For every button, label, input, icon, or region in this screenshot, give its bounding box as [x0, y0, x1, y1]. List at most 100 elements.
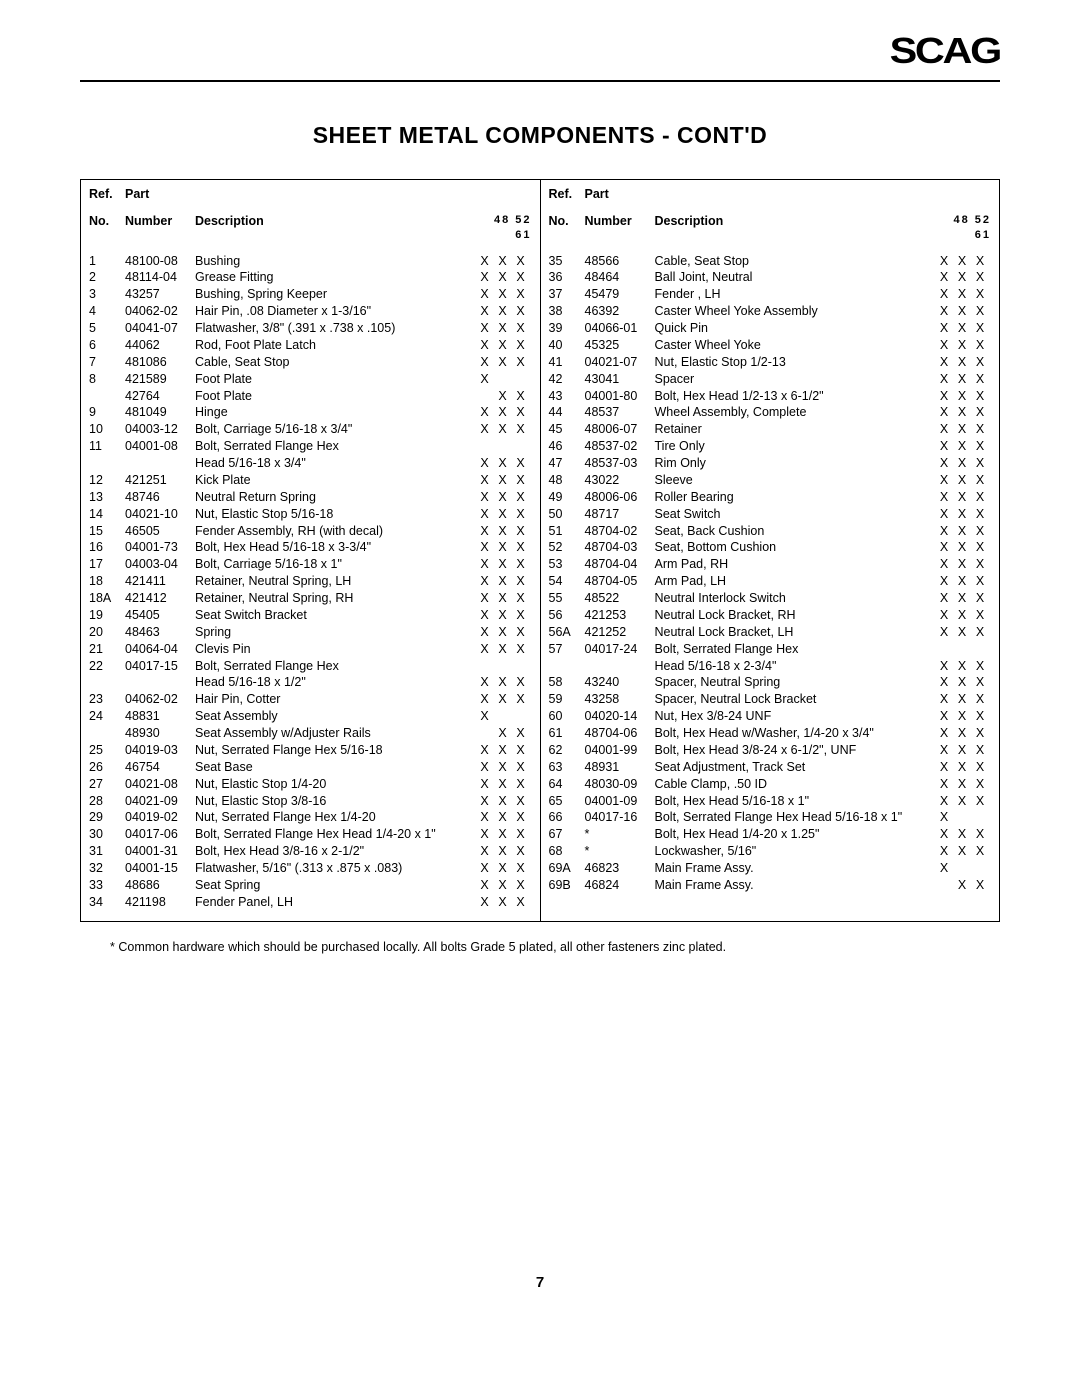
flags	[476, 438, 532, 455]
table-row: 5943258Spacer, Neutral Lock BracketXXX	[549, 691, 992, 708]
flags: XXX	[935, 286, 991, 303]
brand-logo: SCAG	[890, 30, 1000, 72]
table-row: 343257Bushing, Spring KeeperXXX	[89, 286, 532, 303]
flags: XXX	[935, 269, 991, 286]
part-number: 48704-03	[585, 539, 655, 556]
ref-no: 56A	[549, 624, 585, 641]
part-number: 04021-09	[125, 793, 195, 810]
ref-no: 5	[89, 320, 125, 337]
ref-no: 35	[549, 253, 585, 270]
ref-no: 67	[549, 826, 585, 843]
part-number: 48522	[585, 590, 655, 607]
ref-no: 65	[549, 793, 585, 810]
table-row: 6448030-09Cable Clamp, .50 IDXXX	[549, 776, 992, 793]
part-number: 48114-04	[125, 269, 195, 286]
part-number: 45325	[585, 337, 655, 354]
part-number: 04003-12	[125, 421, 195, 438]
description: Neutral Interlock Switch	[655, 590, 936, 607]
ref-no: 18A	[89, 590, 125, 607]
description: Retainer, Neutral Spring, LH	[195, 573, 476, 590]
table-row: 2704021-08Nut, Elastic Stop 1/4-20XXX	[89, 776, 532, 793]
table-row: 6348931Seat Adjustment, Track SetXXX	[549, 759, 992, 776]
part-number: 421251	[125, 472, 195, 489]
ref-no: 55	[549, 590, 585, 607]
table-row: 1104001-08Bolt, Serrated Flange Hex	[89, 438, 532, 455]
flags: XXX	[476, 843, 532, 860]
flags: XXX	[935, 556, 991, 573]
description: Head 5/16-18 x 2-3/4"	[655, 658, 936, 675]
description: Bolt, Serrated Flange Hex Head 1/4-20 x …	[195, 826, 476, 843]
flags: XXX	[476, 303, 532, 320]
table-row: 4448537Wheel Assembly, CompleteXXX	[549, 404, 992, 421]
description: Kick Plate	[195, 472, 476, 489]
part-number: 48537-03	[585, 455, 655, 472]
part-number: 48537-02	[585, 438, 655, 455]
description: Bolt, Hex Head 1/2-13 x 6-1/2"	[655, 388, 936, 405]
ref-no: 69B	[549, 877, 585, 894]
flags: XXX	[476, 472, 532, 489]
flags: XXX	[476, 742, 532, 759]
table-row: 148100-08BushingXXX	[89, 253, 532, 270]
table-row: 2304062-02Hair Pin, CotterXXX	[89, 691, 532, 708]
flags: X	[476, 371, 532, 388]
table-row: 5348704-04Arm Pad, RHXXX	[549, 556, 992, 573]
table-row: 1404021-10Nut, Elastic Stop 5/16-18XXX	[89, 506, 532, 523]
hdr-ref: Ref.	[549, 186, 585, 203]
part-number: 04001-15	[125, 860, 195, 877]
ref-no: 56	[549, 607, 585, 624]
description: Neutral Lock Bracket, LH	[655, 624, 936, 641]
table-row: 3204001-15Flatwasher, 5/16" (.313 x .875…	[89, 860, 532, 877]
part-number: 04041-07	[125, 320, 195, 337]
flags: XXX	[935, 539, 991, 556]
flags: XXX	[935, 674, 991, 691]
description: Arm Pad, RH	[655, 556, 936, 573]
ref-no	[89, 455, 125, 472]
description: Bolt, Hex Head 3/8-16 x 2-1/2"	[195, 843, 476, 860]
table-row: 6004020-14Nut, Hex 3/8-24 UNFXXX	[549, 708, 992, 725]
description: Bolt, Serrated Flange Hex	[195, 658, 476, 675]
part-number: 48704-05	[585, 573, 655, 590]
ref-no: 68	[549, 843, 585, 860]
flags: XXX	[476, 421, 532, 438]
table-row: 12421251Kick PlateXXX	[89, 472, 532, 489]
table-row: 404062-02Hair Pin, .08 Diameter x 1-3/16…	[89, 303, 532, 320]
part-number: 44062	[125, 337, 195, 354]
hdr-no: No.	[89, 213, 125, 243]
description: Rod, Foot Plate Latch	[195, 337, 476, 354]
part-number: 48566	[585, 253, 655, 270]
table-row: 69B46824Main Frame Assy.XX	[549, 877, 992, 894]
description: Bolt, Hex Head 3/8-24 x 6-1/2", UNF	[655, 742, 936, 759]
flags: XXX	[476, 286, 532, 303]
ref-no	[89, 388, 125, 405]
ref-no: 34	[89, 894, 125, 911]
table-row: 67*Bolt, Hex Head 1/4-20 x 1.25"XXX	[549, 826, 992, 843]
table-row: 48930Seat Assembly w/Adjuster RailsXX	[89, 725, 532, 742]
description: Seat Switch	[655, 506, 936, 523]
flags: XXX	[935, 843, 991, 860]
ref-no: 39	[549, 320, 585, 337]
flags: XXX	[476, 320, 532, 337]
left-column: Ref. Part No. Number Description 48 52 6…	[81, 180, 541, 921]
ref-no: 38	[549, 303, 585, 320]
ref-no: 13	[89, 489, 125, 506]
ref-no: 50	[549, 506, 585, 523]
table-row: 3846392Caster Wheel Yoke AssemblyXXX	[549, 303, 992, 320]
part-number	[125, 674, 195, 691]
table-row: 8421589Foot PlateX	[89, 371, 532, 388]
part-number: 48463	[125, 624, 195, 641]
part-number: 421253	[585, 607, 655, 624]
flags: XXX	[476, 860, 532, 877]
part-number: 04017-15	[125, 658, 195, 675]
flags: XXX	[476, 269, 532, 286]
description: Hinge	[195, 404, 476, 421]
description: Clevis Pin	[195, 641, 476, 658]
description: Bushing, Spring Keeper	[195, 286, 476, 303]
description: Tire Only	[655, 438, 936, 455]
hdr-number: Number	[125, 213, 195, 243]
table-row: 3648464Ball Joint, NeutralXXX	[549, 269, 992, 286]
hdr-ref: Ref.	[89, 186, 125, 203]
table-row: 4104021-07Nut, Elastic Stop 1/2-13XXX	[549, 354, 992, 371]
flags: X	[935, 809, 991, 826]
flags	[476, 658, 532, 675]
table-row: 2104064-04Clevis PinXXX	[89, 641, 532, 658]
